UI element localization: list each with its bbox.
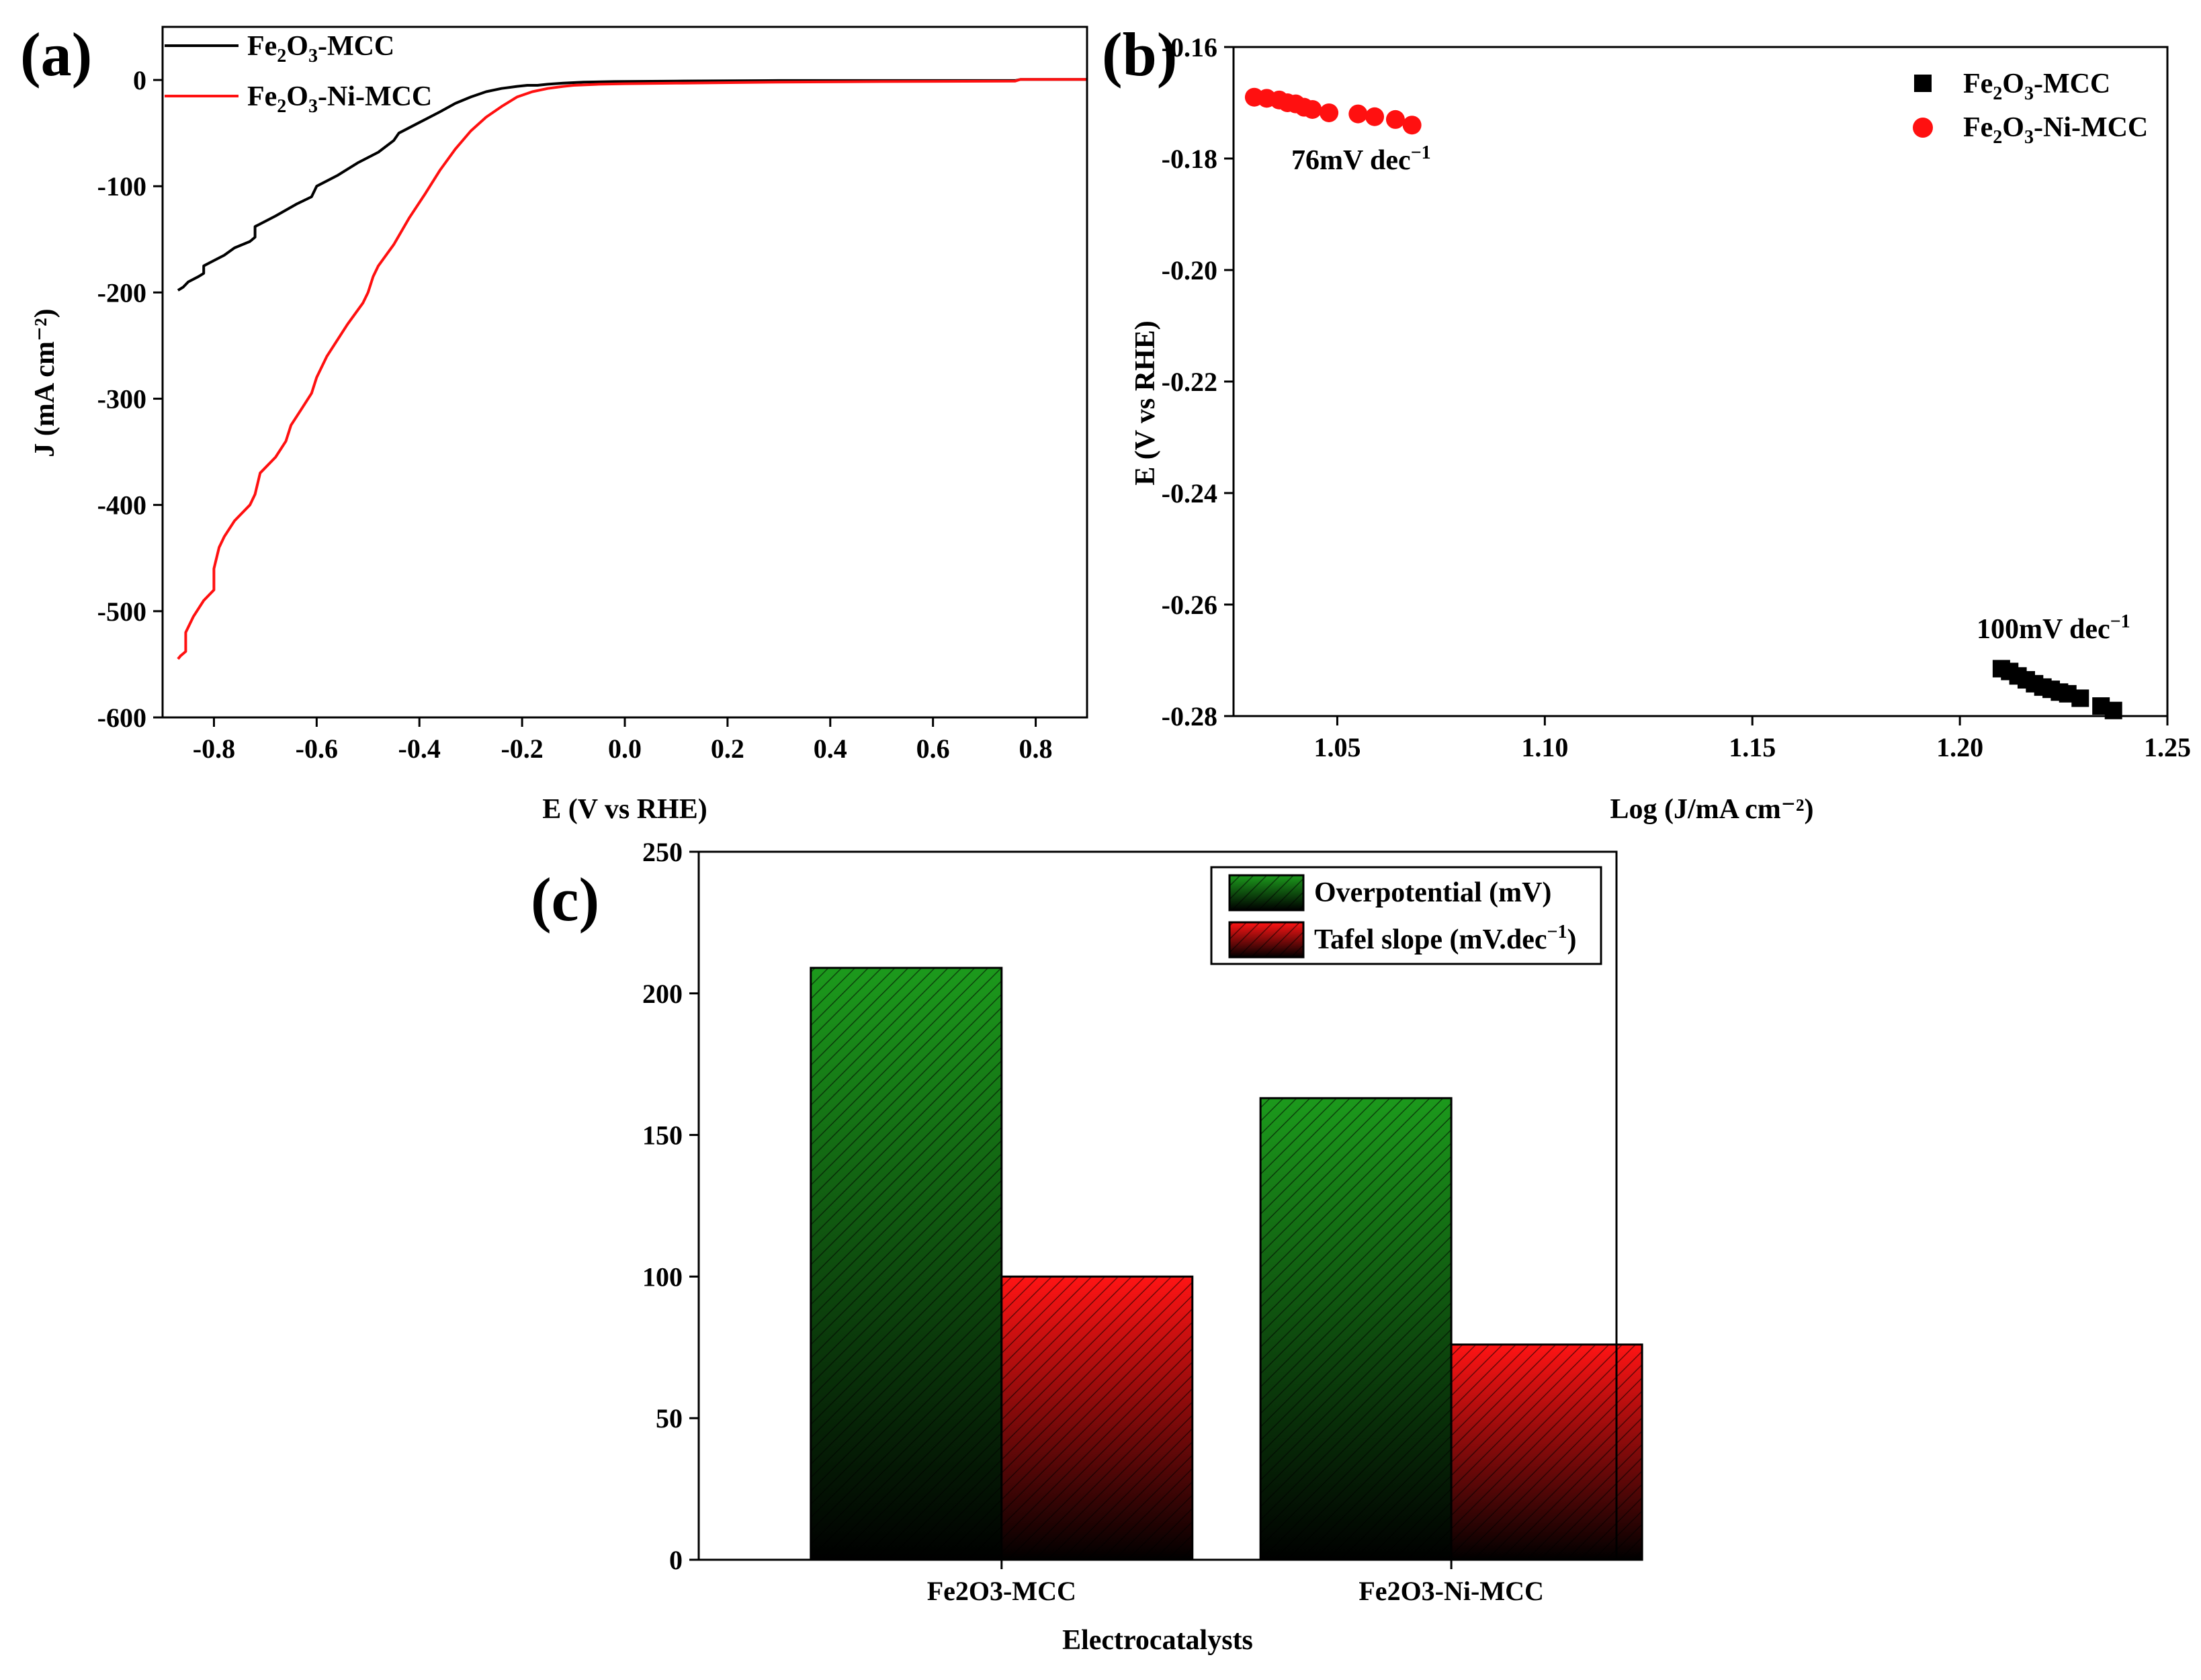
legend-swatch-overpotential-hatch [1229,875,1303,910]
x-tick-label: 1.20 [1936,732,1983,762]
y-tick-label: -100 [97,171,146,202]
x-tick-label: -0.2 [501,734,543,764]
panel-a-y-label: J (mA cm⁻²) [30,308,60,457]
y-tick-label: -0.18 [1162,144,1217,174]
x-tick-label: 1.05 [1313,732,1361,762]
legend-label-b-fe2o3-ni-mcc: Fe2O3-Ni-MCC [1963,112,2148,148]
panel-c-plot [810,967,1643,1561]
x-tick-label: -0.8 [193,734,235,764]
panel-b-y-label: E (V vs RHE) [1130,320,1161,485]
panel-a-x-ticks: -0.8 -0.6 -0.4 -0.2 0.0 0.2 0.4 0.6 0.8 [193,717,1053,764]
y-tick-label: -600 [97,703,146,733]
y-tick-label: -0.26 [1162,590,1217,620]
panel-c: (c) Fe2O3-MCC Fe2O3-Ni-MCC 0 50 100 150 200 25… [531,837,1643,1656]
y-tick-label: 250 [642,837,683,867]
panel-b-x-label: Log (J/mA cm⁻²) [1610,794,1813,825]
y-tick-label: 0 [669,1545,683,1575]
panel-c-legend: Overpotential (mV) Tafel slope (mV.dec−1… [1210,866,1602,965]
legend-label-fe2o3-ni-mcc: Fe2O3-Ni-MCC [247,81,432,117]
x-tick-label: -0.4 [398,734,441,764]
y-tick-label: -400 [97,490,146,521]
panel-b: (b) 1.05 1.10 1.15 1.20 1.25 -0.16 -0.18 -0.20… [1102,20,2191,825]
bar-overpotential-hatch [810,967,1002,1560]
panel-a: (a) -0.8 -0.6 -0.4 -0.2 0.0 0.2 0.4 0.6 0.8 0 -10… [20,20,1088,825]
legend-label-tafel: Tafel slope (mV.dec−1) [1314,922,1576,955]
y-tick-label: 0 [133,65,146,95]
data-point-square [2071,689,2089,707]
bar-tafel-slope-hatch [1001,1276,1193,1560]
x-tick-label: Fe2O3-Ni-MCC [1358,1576,1543,1606]
annotation-76mv: 76mV dec−1 [1291,142,1431,176]
data-point-circle [1348,104,1368,124]
legend-marker-fe2o3-mcc [1914,75,1932,92]
series-line-fe2o3-mcc [177,78,1087,292]
y-tick-label: -0.24 [1162,478,1217,509]
panel-c-y-ticks: 0 50 100 150 200 250 [642,837,699,1575]
panel-c-letter: (c) [531,865,599,934]
legend-label-b-fe2o3-mcc: Fe2O3-MCC [1963,69,2110,104]
y-tick-label: -200 [97,277,146,308]
panel-b-letter: (b) [1102,20,1177,89]
data-point-circle [1320,103,1339,122]
bar-overpotential-hatch [1260,1098,1452,1560]
panel-b-y-ticks: -0.16 -0.18 -0.20 -0.22 -0.24 -0.26 -0.28 [1162,32,1234,732]
panel-b-x-ticks: 1.05 1.10 1.15 1.20 1.25 [1313,716,2191,762]
series-line-fe2o3-ni-mcc [177,78,1087,660]
y-tick-label: 100 [642,1262,683,1292]
data-point-circle [1365,107,1385,126]
data-point-circle [1402,116,1422,135]
y-tick-label: -300 [97,384,146,414]
data-point-circle [1303,99,1322,119]
panel-c-x-ticks: Fe2O3-MCC Fe2O3-Ni-MCC [927,1560,1544,1606]
x-tick-label: 0.4 [814,734,847,764]
y-tick-label: -0.28 [1162,701,1217,732]
panel-a-letter: (a) [20,20,92,89]
panel-c-frame [697,850,1618,1561]
y-tick-label: -0.22 [1162,367,1217,397]
panel-a-plot [177,78,1087,660]
legend-marker-fe2o3-ni-mcc [1913,118,1933,138]
panel-b-legend: Fe2O3-MCC Fe2O3-Ni-MCC [1913,69,2148,148]
y-tick-label: 150 [642,1120,683,1151]
panel-a-y-ticks: 0 -100 -200 -300 -400 -500 -600 [97,65,163,733]
panel-a-frame [161,26,1088,719]
x-tick-label: -0.6 [296,734,338,764]
x-tick-label: 0.2 [711,734,744,764]
x-tick-label: 0.0 [608,734,642,764]
data-point-circle [1385,109,1405,129]
annotation-100mv: 100mV dec−1 [1977,611,2130,645]
legend-label-fe2o3-mcc: Fe2O3-MCC [247,31,394,67]
y-tick-label: 50 [656,1403,683,1433]
bar-tafel-slope-hatch [1451,1344,1643,1560]
x-tick-label: 0.6 [916,734,950,764]
x-tick-label: 0.8 [1019,734,1053,764]
x-tick-label: 1.25 [2144,732,2191,762]
y-tick-label: -0.16 [1162,32,1217,62]
x-tick-label: Fe2O3-MCC [927,1576,1076,1606]
x-tick-label: 1.10 [1521,732,1568,762]
legend-label-overpotential: Overpotential (mV) [1314,877,1551,908]
panel-a-legend: Fe2O3-MCC Fe2O3-Ni-MCC [165,31,432,117]
legend-swatch-tafel-hatch [1229,922,1303,957]
panel-c-x-label: Electrocatalysts [1062,1625,1253,1656]
panel-a-x-label: E (V vs RHE) [542,794,707,825]
y-tick-label: -500 [97,596,146,627]
y-tick-label: 200 [642,979,683,1009]
x-tick-label: 1.15 [1729,732,1776,762]
y-tick-label: -0.20 [1162,255,1217,285]
panel-b-plot [1244,87,2122,719]
